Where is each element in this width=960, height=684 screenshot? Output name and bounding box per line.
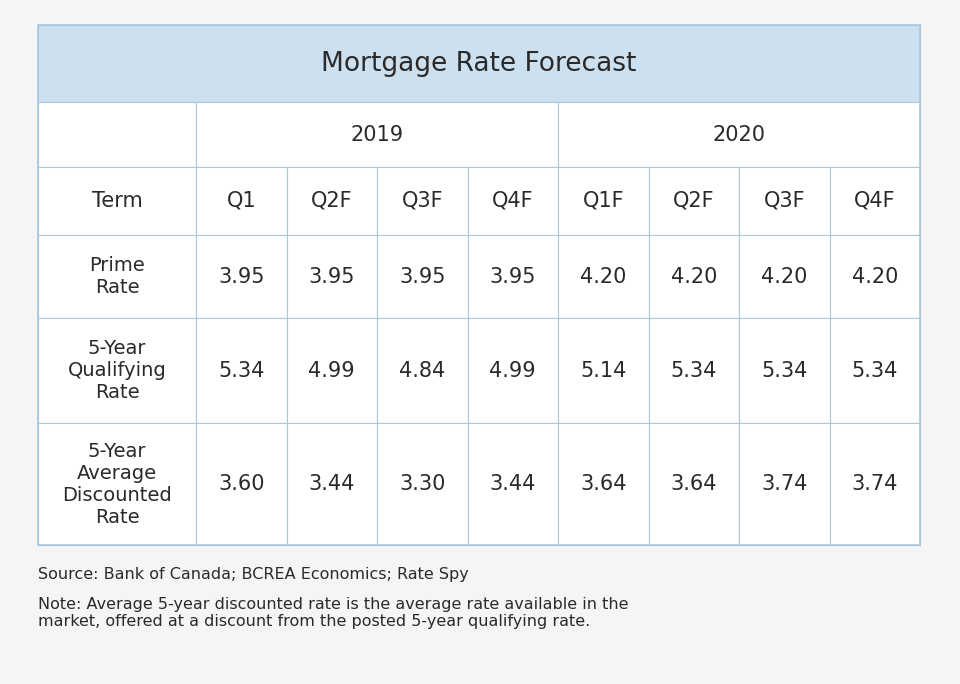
Bar	[829, 167, 920, 235]
Text: 5.14: 5.14	[580, 360, 627, 381]
Bar	[558, 235, 649, 318]
Text: Q2F: Q2F	[311, 191, 352, 211]
Text: Q4F: Q4F	[854, 191, 896, 211]
Bar	[377, 318, 468, 423]
Bar	[377, 167, 468, 235]
Bar	[196, 103, 558, 167]
Bar	[558, 423, 649, 545]
Bar	[38, 235, 196, 318]
Text: 5.34: 5.34	[761, 360, 807, 381]
Text: 3.74: 3.74	[852, 474, 898, 494]
Text: 3.44: 3.44	[308, 474, 355, 494]
Bar	[739, 318, 829, 423]
Text: 2019: 2019	[350, 124, 403, 144]
Bar	[286, 423, 377, 545]
Text: 4.99: 4.99	[490, 360, 536, 381]
Text: 3.60: 3.60	[218, 474, 265, 494]
Bar	[196, 235, 286, 318]
Bar	[558, 167, 649, 235]
Bar	[377, 235, 468, 318]
Bar	[468, 318, 558, 423]
Bar	[196, 423, 286, 545]
Bar	[38, 423, 196, 545]
Text: 4.20: 4.20	[761, 267, 807, 287]
Text: 5.34: 5.34	[671, 360, 717, 381]
Text: 3.95: 3.95	[399, 267, 445, 287]
Bar	[38, 25, 920, 545]
Bar	[38, 167, 196, 235]
Text: 2020: 2020	[712, 124, 765, 144]
Bar	[38, 103, 196, 167]
Text: 5-Year
Average
Discounted
Rate: 5-Year Average Discounted Rate	[62, 442, 172, 527]
Bar	[829, 235, 920, 318]
Bar	[38, 318, 196, 423]
Bar	[829, 423, 920, 545]
Text: 4.20: 4.20	[852, 267, 898, 287]
Text: 3.30: 3.30	[399, 474, 445, 494]
Text: Note: Average 5-year discounted rate is the average rate available in the
market: Note: Average 5-year discounted rate is …	[38, 597, 629, 629]
Bar	[286, 318, 377, 423]
Bar	[38, 25, 920, 103]
Text: 4.20: 4.20	[671, 267, 717, 287]
Text: 4.84: 4.84	[399, 360, 445, 381]
Text: 5.34: 5.34	[852, 360, 898, 381]
Text: 3.64: 3.64	[670, 474, 717, 494]
Text: 3.95: 3.95	[308, 267, 355, 287]
Text: 3.95: 3.95	[490, 267, 536, 287]
Text: Q2F: Q2F	[673, 191, 714, 211]
Text: 4.99: 4.99	[308, 360, 355, 381]
Bar	[286, 235, 377, 318]
Bar	[558, 103, 920, 167]
Text: Source: Bank of Canada; BCREA Economics; Rate Spy: Source: Bank of Canada; BCREA Economics;…	[38, 567, 468, 582]
Bar	[468, 167, 558, 235]
Bar	[558, 318, 649, 423]
Bar	[739, 423, 829, 545]
Text: 5.34: 5.34	[218, 360, 264, 381]
Bar	[829, 318, 920, 423]
Text: 3.95: 3.95	[218, 267, 265, 287]
Bar	[739, 167, 829, 235]
Bar	[649, 318, 739, 423]
Bar	[739, 235, 829, 318]
Text: Q3F: Q3F	[401, 191, 444, 211]
Bar	[196, 318, 286, 423]
Bar	[649, 423, 739, 545]
Text: 3.74: 3.74	[761, 474, 807, 494]
Text: Q4F: Q4F	[492, 191, 534, 211]
Text: Mortgage Rate Forecast: Mortgage Rate Forecast	[322, 51, 636, 77]
Bar	[468, 423, 558, 545]
Text: 4.20: 4.20	[580, 267, 627, 287]
Text: Q3F: Q3F	[763, 191, 805, 211]
Text: 5-Year
Qualifying
Rate: 5-Year Qualifying Rate	[67, 339, 166, 402]
Text: 3.64: 3.64	[580, 474, 627, 494]
Text: Q1F: Q1F	[583, 191, 624, 211]
Bar	[377, 423, 468, 545]
Bar	[649, 167, 739, 235]
Bar	[286, 167, 377, 235]
Text: Q1: Q1	[227, 191, 256, 211]
Text: Term: Term	[91, 191, 142, 211]
Bar	[196, 167, 286, 235]
Bar	[468, 235, 558, 318]
Text: Prime
Rate: Prime Rate	[89, 256, 145, 298]
Bar	[649, 235, 739, 318]
Text: 3.44: 3.44	[490, 474, 536, 494]
